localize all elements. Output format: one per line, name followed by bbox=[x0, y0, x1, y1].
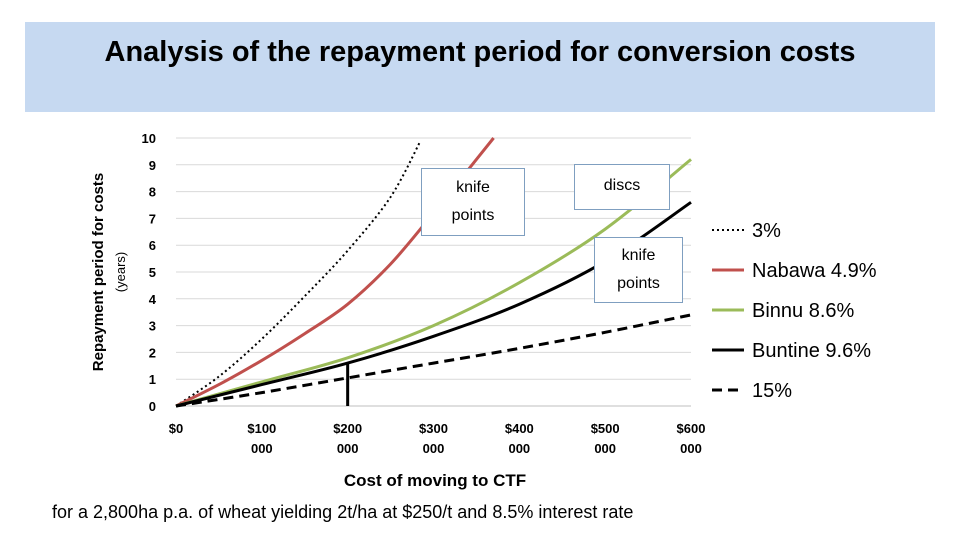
x-tick-label: 000 bbox=[680, 441, 702, 456]
x-tick-label: 000 bbox=[423, 441, 445, 456]
callout-line: knife bbox=[621, 247, 656, 264]
legend-label: 15% bbox=[752, 380, 792, 402]
x-tick-label: $300 bbox=[419, 421, 448, 436]
y-tick-label: 9 bbox=[149, 158, 156, 173]
y-tick-labels: 0 1 2 3 4 5 6 7 8 9 10 bbox=[142, 131, 157, 414]
x-tick-label: $0 bbox=[169, 421, 183, 436]
callout-line: discs bbox=[603, 177, 641, 194]
y-tick-label: 3 bbox=[149, 319, 156, 334]
callout-discs: discs bbox=[574, 164, 670, 210]
callout-line: points bbox=[451, 207, 495, 224]
y-tick-label: 0 bbox=[149, 399, 156, 414]
callout-knife-points-upper: knife points bbox=[421, 168, 525, 236]
legend-label: Buntine 9.6% bbox=[752, 340, 871, 362]
chart-title: Analysis of the repayment period for con… bbox=[104, 36, 856, 68]
x-tick-label: $400 bbox=[505, 421, 534, 436]
legend-label: Nabawa 4.9% bbox=[752, 260, 877, 282]
y-tick-label: 5 bbox=[149, 265, 156, 280]
y-tick-label: 2 bbox=[149, 345, 156, 360]
x-tick-label: $100 bbox=[247, 421, 276, 436]
series-line bbox=[175, 140, 422, 407]
footnote: for a 2,800ha p.a. of wheat yielding 2t/… bbox=[52, 502, 634, 522]
y-tick-label: 7 bbox=[149, 211, 156, 226]
title-band: Analysis of the repayment period for con… bbox=[25, 22, 935, 112]
x-tick-label: 000 bbox=[337, 441, 359, 456]
y-axis-label-line-1: Repayment period for costs bbox=[90, 173, 107, 371]
series-line bbox=[175, 313, 692, 408]
series-line bbox=[175, 158, 692, 408]
x-tick-label: $600 bbox=[677, 421, 706, 436]
y-tick-label: 10 bbox=[142, 131, 156, 146]
legend: 3% Nabawa 4.9% Binnu 8.6% Buntine 9.6% 15% bbox=[712, 220, 877, 402]
callout-knife-points-lower: knife points bbox=[594, 237, 683, 303]
y-tick-label: 1 bbox=[149, 372, 156, 387]
legend-label: Binnu 8.6% bbox=[752, 300, 855, 322]
x-axis-label: Cost of moving to CTF bbox=[344, 471, 526, 490]
x-tick-label: 000 bbox=[508, 441, 530, 456]
x-tick-label: 000 bbox=[594, 441, 616, 456]
y-tick-label: 8 bbox=[149, 185, 156, 200]
x-tick-label: $200 bbox=[333, 421, 362, 436]
callout-line: knife bbox=[456, 179, 490, 196]
y-axis-label-line-2: (years) bbox=[113, 252, 128, 292]
y-tick-label: 4 bbox=[149, 292, 157, 307]
legend-label: 3% bbox=[752, 220, 781, 242]
x-tick-label: 000 bbox=[251, 441, 273, 456]
x-tick-label: $500 bbox=[591, 421, 620, 436]
y-tick-label: 6 bbox=[149, 238, 156, 253]
x-tick-labels: $0 $100 000 $200 000 $300 000 $400 000 $500 000 $60… bbox=[169, 421, 706, 456]
callout-line: points bbox=[617, 275, 660, 292]
y-axis-label: Repayment period for costs (years) bbox=[90, 173, 128, 371]
